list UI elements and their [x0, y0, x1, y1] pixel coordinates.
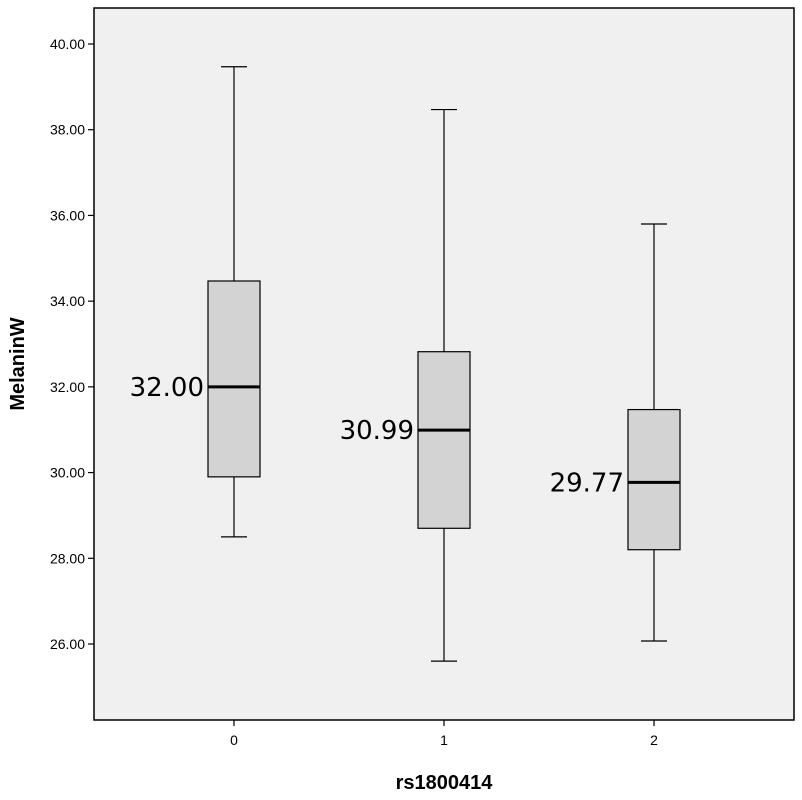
box-group: 32.00 — [130, 66, 261, 538]
y-tick-label: 36.00 — [50, 207, 85, 223]
box-iqr — [417, 351, 471, 529]
y-tick-label: 40.00 — [50, 36, 85, 52]
y-axis-title: MelaninW — [7, 317, 29, 410]
box-group: 30.99 — [340, 108, 471, 662]
y-tick-label: 28.00 — [50, 550, 85, 566]
x-tick-label: 0 — [230, 732, 238, 748]
y-tick-label: 32.00 — [50, 379, 85, 395]
median-label: 30.99 — [340, 416, 414, 446]
median-label: 29.77 — [550, 468, 624, 498]
x-tick-label: 2 — [650, 732, 658, 748]
x-axis-title: rs1800414 — [396, 772, 494, 794]
y-tick-label: 26.00 — [50, 636, 85, 652]
x-axis: 0 1 2 — [230, 720, 658, 748]
y-tick-label: 30.00 — [50, 465, 85, 481]
x-tick-label: 1 — [440, 732, 448, 748]
box-group: 29.77 — [550, 223, 681, 642]
boxes: 32.00 30.99 29.77 — [130, 66, 681, 662]
box-iqr — [627, 408, 681, 551]
median-label: 32.00 — [130, 373, 204, 403]
y-tick-label: 34.00 — [50, 293, 85, 309]
box-iqr — [207, 280, 261, 478]
y-axis: 26.00 28.00 30.00 32.00 34.00 36.00 38.00 40.00 — [50, 36, 94, 652]
y-tick-label: 38.00 — [50, 122, 85, 138]
